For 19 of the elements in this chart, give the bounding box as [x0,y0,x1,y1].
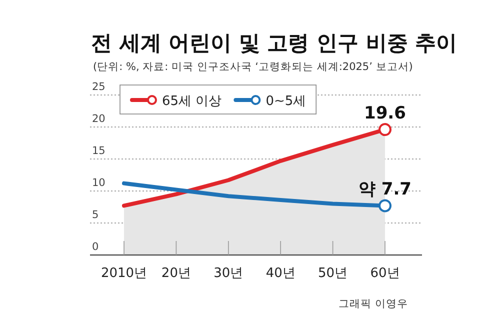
y-tick-label: 15 [92,145,106,157]
data-label: 약 7.7 [358,180,412,200]
legend-label: 0~5세 [266,94,306,109]
y-tick-label: 0 [92,241,99,253]
y-tick-label: 25 [92,81,106,93]
y-tick-label: 20 [92,113,106,125]
chart-title: 전 세계 어린이 및 고령 인구 비중 추이 [91,31,458,55]
x-tick-label: 2010년 [100,266,148,281]
chart-subtitle: (단위: %, 자료: 미국 인구조사국 ‘고령화되는 세계:2025’ 보고서) [93,61,413,73]
legend-label: 65세 이상 [162,94,222,109]
y-tick-label: 10 [92,177,106,189]
x-tick-label: 30년 [214,266,244,281]
y-tick-label: 5 [92,209,99,221]
data-label: 19.6 [364,104,406,124]
x-tick-label: 20년 [161,266,191,281]
x-tick-label: 50년 [318,266,348,281]
text: 그래픽 이영우 [338,298,408,310]
x-tick-label: 40년 [266,266,296,281]
x-tick-label: 60년 [370,266,400,281]
